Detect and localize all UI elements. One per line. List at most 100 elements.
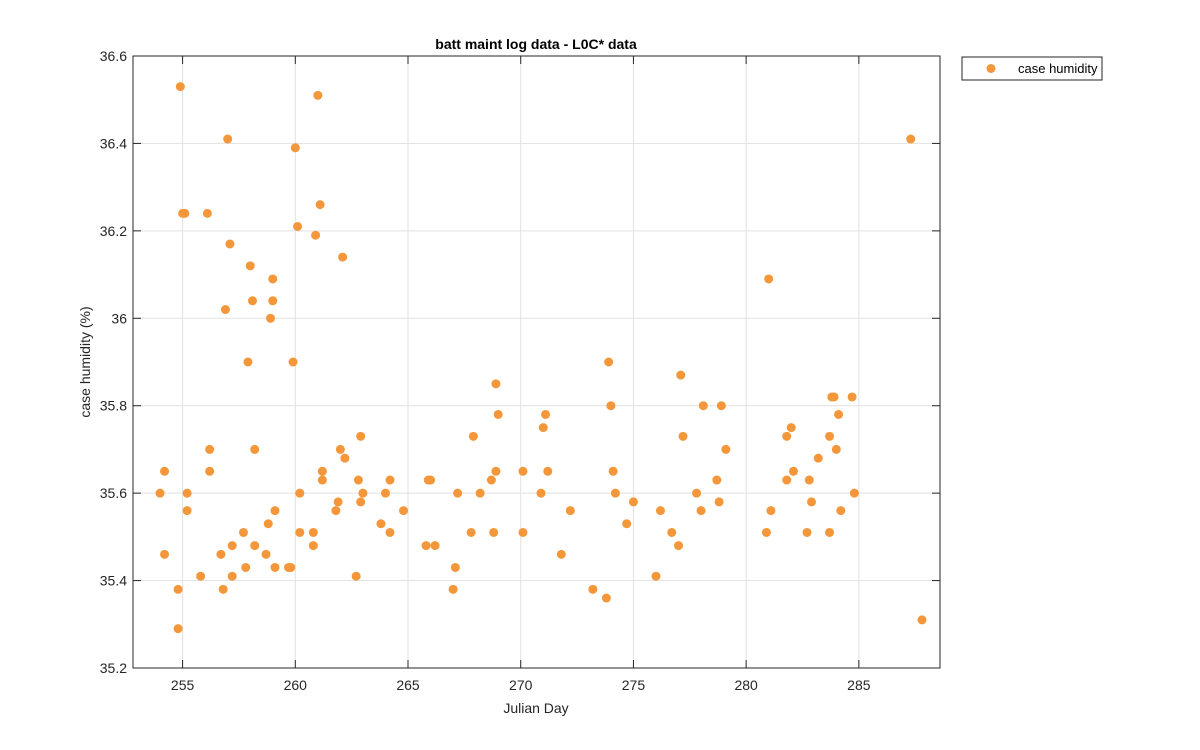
data-point: [692, 488, 702, 498]
data-point: [536, 488, 546, 498]
data-point: [293, 221, 303, 231]
y-tick-label: 36.2: [100, 223, 127, 239]
data-point: [489, 527, 499, 537]
x-axis-ticks: 255 260 265 270 275 280 285: [171, 56, 871, 693]
data-point: [385, 475, 395, 485]
data-point: [333, 497, 343, 507]
data-point: [182, 488, 192, 498]
data-point: [160, 466, 170, 476]
data-point: [247, 296, 257, 306]
x-tick-label: 255: [171, 677, 195, 693]
y-axis-ticks: 35.2 35.4 35.6 35.8 36 36.2 36.4 36.6: [100, 48, 940, 676]
data-point: [622, 519, 632, 529]
data-point: [351, 571, 361, 581]
data-point: [628, 497, 638, 507]
data-point: [917, 615, 927, 625]
data-point: [716, 401, 726, 411]
data-point: [698, 401, 708, 411]
data-point: [518, 527, 528, 537]
legend: case humidity: [961, 56, 1103, 81]
data-point: [295, 488, 305, 498]
data-point: [486, 475, 496, 485]
data-point: [601, 593, 611, 603]
data-point: [491, 379, 501, 389]
data-point: [238, 527, 248, 537]
data-point: [250, 444, 260, 454]
data-point: [565, 506, 575, 516]
data-point: [290, 143, 300, 153]
data-point: [175, 82, 185, 92]
data-point: [173, 624, 183, 634]
y-tick-label: 35.2: [100, 660, 127, 676]
data-point: [380, 488, 390, 498]
data-point: [182, 506, 192, 516]
data-point: [202, 208, 212, 218]
data-point: [678, 431, 688, 441]
data-point: [155, 488, 165, 498]
data-point: [270, 562, 280, 572]
data-point: [847, 392, 857, 402]
data-point: [331, 506, 341, 516]
data-point: [173, 584, 183, 594]
data-point: [338, 252, 348, 262]
data-point: [268, 296, 278, 306]
data-point: [761, 527, 771, 537]
data-point: [712, 475, 722, 485]
data-point: [353, 475, 363, 485]
data-point: [764, 274, 774, 284]
data-point: [196, 571, 206, 581]
data-point: [399, 506, 409, 516]
data-point: [223, 134, 233, 144]
data-point: [543, 466, 553, 476]
data-point: [160, 549, 170, 559]
data-point: [205, 444, 215, 454]
data-point: [610, 488, 620, 498]
data-point: [430, 541, 440, 551]
data-point: [468, 431, 478, 441]
data-point: [518, 466, 528, 476]
data-point: [227, 571, 237, 581]
data-point: [288, 357, 298, 367]
data-point: [676, 370, 686, 380]
data-point: [538, 423, 548, 433]
chart-title: batt maint log data - L0C* data: [435, 36, 637, 52]
legend-label: case humidity: [1018, 61, 1098, 76]
data-point: [556, 549, 566, 559]
data-point: [250, 541, 260, 551]
x-axis-label: Julian Day: [503, 700, 568, 716]
data-point: [674, 541, 684, 551]
data-point: [788, 466, 798, 476]
data-point: [270, 506, 280, 516]
data-point: [376, 519, 386, 529]
data-point: [358, 488, 368, 498]
data-point: [245, 261, 255, 271]
data-point: [604, 357, 614, 367]
data-point: [218, 584, 228, 594]
y-tick-label: 35.8: [100, 398, 127, 414]
data-point: [317, 475, 327, 485]
data-point: [295, 527, 305, 537]
data-point: [385, 527, 395, 537]
data-point: [356, 431, 366, 441]
y-tick-label: 36.6: [100, 48, 127, 64]
data-point: [825, 431, 835, 441]
y-axis-label: case humidity (%): [77, 306, 93, 417]
data-point: [311, 230, 321, 240]
plot-frame: [132, 55, 941, 669]
data-point: [606, 401, 616, 411]
y-tick-label: 36: [111, 310, 127, 326]
data-point: [714, 497, 724, 507]
x-tick-label: 285: [847, 677, 871, 693]
data-point: [220, 305, 230, 315]
plot-area: [133, 56, 940, 668]
y-tick-label: 36.4: [100, 135, 127, 151]
data-point: [286, 562, 296, 572]
data-point: [491, 466, 501, 476]
legend-box: [961, 56, 1103, 81]
x-tick-label: 280: [734, 677, 758, 693]
legend-marker: [986, 64, 996, 73]
data-point: [448, 584, 458, 594]
data-point: [308, 527, 318, 537]
data-point: [834, 409, 844, 419]
